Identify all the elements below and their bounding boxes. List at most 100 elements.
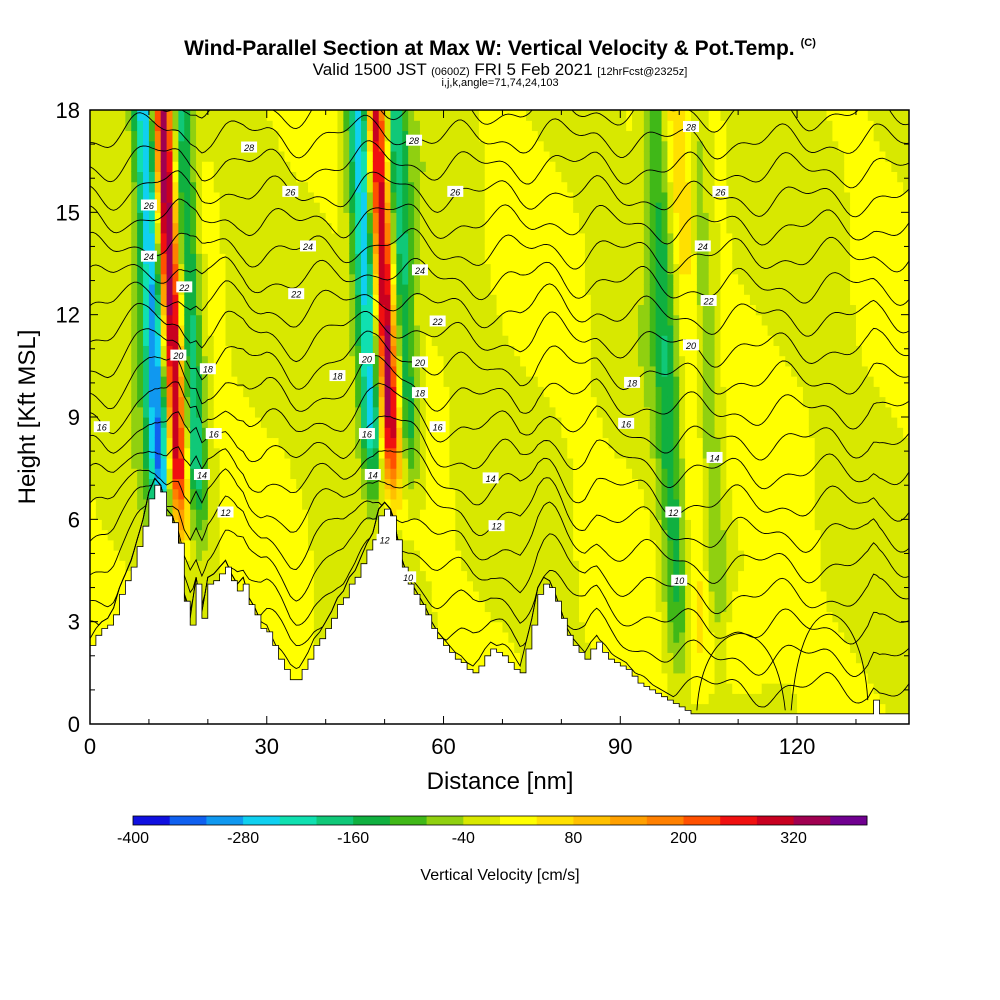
field-cell <box>331 130 339 142</box>
field-cell <box>296 406 303 418</box>
field-cell <box>237 273 244 285</box>
field-cell <box>461 171 468 183</box>
field-cell <box>143 406 150 418</box>
field-cell <box>402 263 409 275</box>
field-cell <box>119 468 126 479</box>
field-cell <box>331 427 339 439</box>
field-cell <box>148 417 156 428</box>
field-cell <box>514 580 521 592</box>
field-cell <box>343 427 350 439</box>
field-cell <box>148 161 156 172</box>
field-cell <box>573 212 580 224</box>
field-cell <box>172 509 179 520</box>
field-cell <box>478 376 486 387</box>
field-cell <box>278 488 286 500</box>
field-cell <box>543 171 551 183</box>
field-cell <box>272 365 280 377</box>
field-cell <box>408 488 415 500</box>
field-cell <box>390 509 397 520</box>
field-cell <box>437 488 445 500</box>
field-cell <box>437 355 445 367</box>
field-cell <box>472 345 480 357</box>
field-cell <box>449 488 456 500</box>
field-cell <box>396 243 403 254</box>
field-cell <box>131 417 138 428</box>
field-cell <box>272 529 280 541</box>
field-cell <box>573 539 580 551</box>
field-cell <box>431 498 439 510</box>
field-cell <box>290 120 297 132</box>
field-cell <box>137 202 144 213</box>
field-cell <box>207 243 215 254</box>
field-cell <box>396 161 403 172</box>
field-cell <box>343 232 350 244</box>
field-cell <box>449 631 456 643</box>
field-cell <box>237 335 244 346</box>
field-cell <box>414 427 421 439</box>
field-cell <box>237 253 244 265</box>
field-cell <box>437 243 445 254</box>
field-cell <box>514 478 521 490</box>
field-cell <box>526 212 533 224</box>
field-cell <box>508 273 515 285</box>
field-cell <box>455 232 462 244</box>
field-cell <box>349 324 356 336</box>
field-cell <box>90 243 97 254</box>
field-cell <box>319 150 327 162</box>
field-cell <box>520 529 527 541</box>
field-cell <box>254 601 262 613</box>
field-cell <box>366 222 374 234</box>
field-cell <box>113 294 121 306</box>
field-cell <box>567 417 574 428</box>
field-cell <box>520 631 527 643</box>
field-cell <box>219 212 227 224</box>
field-cell <box>166 294 174 306</box>
field-cell <box>549 181 557 193</box>
field-cell <box>431 191 439 203</box>
field-cell <box>402 417 409 428</box>
field-cell <box>408 171 415 183</box>
field-cell <box>484 324 492 336</box>
field-cell <box>573 427 580 439</box>
field-cell <box>478 222 486 234</box>
field-cell <box>184 253 191 265</box>
field-cell <box>561 447 568 459</box>
field-cell <box>313 171 321 183</box>
field-cell <box>178 304 185 316</box>
field-cell <box>207 161 215 172</box>
field-cell <box>425 171 433 183</box>
field-cell <box>343 478 350 490</box>
field-cell <box>101 232 109 244</box>
field-cell <box>366 457 374 469</box>
field-cell <box>313 447 321 459</box>
field-cell <box>567 457 574 469</box>
field-cell <box>508 498 515 510</box>
field-cell <box>549 386 557 398</box>
field-cell <box>325 222 333 234</box>
field-cell <box>355 161 362 172</box>
field-cell <box>131 130 138 142</box>
field-cell <box>449 130 456 142</box>
field-cell <box>502 283 509 295</box>
field-cell <box>573 406 580 418</box>
field-cell <box>143 427 150 439</box>
field-cell <box>343 140 350 152</box>
field-cell <box>508 253 515 265</box>
field-cell <box>543 488 551 500</box>
field-cell <box>461 181 468 193</box>
field-cell <box>95 498 103 510</box>
field-cell <box>502 324 509 336</box>
field-cell <box>390 468 397 479</box>
field-cell <box>484 447 492 459</box>
field-cell <box>337 519 344 531</box>
field-cell <box>561 335 568 346</box>
field-cell <box>526 457 533 469</box>
field-cell <box>266 570 274 582</box>
field-cell <box>154 161 162 172</box>
field-cell <box>302 621 309 633</box>
field-cell <box>384 345 392 357</box>
field-cell <box>467 212 474 224</box>
field-cell <box>514 642 521 653</box>
field-cell <box>531 150 539 162</box>
field-cell <box>107 191 115 203</box>
